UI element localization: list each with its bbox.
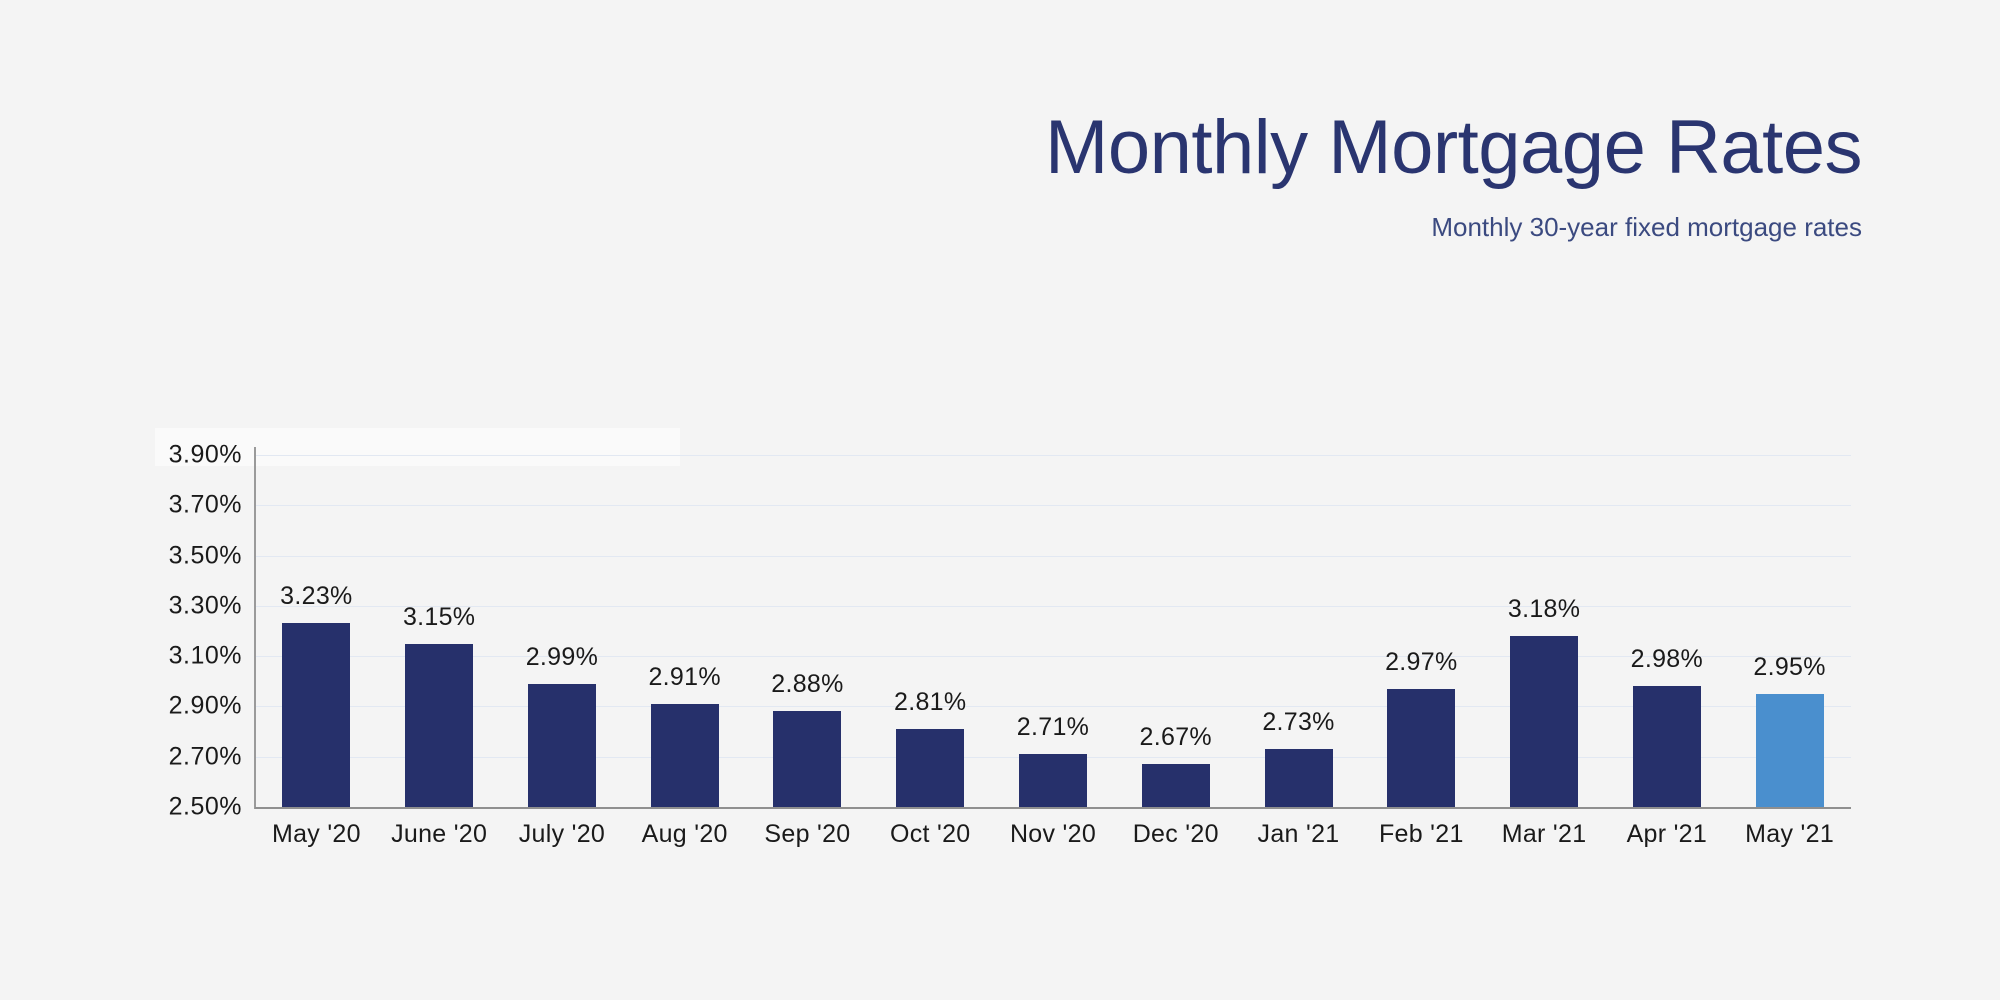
x-axis-tick-label: Mar '21 bbox=[1501, 820, 1587, 848]
bar[interactable] bbox=[405, 643, 474, 807]
y-axis-tick-label: 3.50% bbox=[168, 541, 242, 570]
bar[interactable] bbox=[527, 683, 596, 807]
bar-slot: 3.18% bbox=[1483, 455, 1606, 807]
bar-value-label: 2.99% bbox=[525, 642, 599, 671]
bar-slot: 3.23% bbox=[255, 455, 378, 807]
y-axis-tick-label: 3.70% bbox=[168, 490, 242, 519]
y-axis-tick-label: 3.90% bbox=[168, 440, 242, 469]
bar-value-label: 2.91% bbox=[648, 662, 721, 691]
bar-slot: 2.91% bbox=[623, 455, 746, 807]
bar[interactable] bbox=[1632, 686, 1701, 807]
bar-slot: 2.88% bbox=[746, 455, 869, 807]
x-axis-tick-label: Aug '20 bbox=[641, 820, 728, 848]
x-axis-tick-label: Sep '20 bbox=[764, 820, 851, 848]
page-title: Monthly Mortgage Rates bbox=[1045, 105, 1862, 190]
bar[interactable] bbox=[1264, 749, 1333, 807]
bar-value-label: 2.73% bbox=[1262, 708, 1335, 737]
bar-value-label: 2.71% bbox=[1016, 713, 1090, 742]
x-axis-tick-label: May '20 bbox=[271, 820, 361, 848]
y-axis-tick-label: 2.50% bbox=[168, 792, 242, 821]
bar-value-label: 2.98% bbox=[1630, 645, 1704, 674]
bar[interactable] bbox=[896, 729, 965, 807]
x-axis-tick-label: Jan '21 bbox=[1257, 820, 1340, 848]
gridline bbox=[255, 455, 1851, 456]
bar-value-label: 3.18% bbox=[1507, 595, 1581, 624]
bar-value-label: 3.23% bbox=[280, 582, 353, 611]
bar-value-label: 3.15% bbox=[402, 602, 476, 631]
bar-slot: 2.97% bbox=[1360, 455, 1483, 807]
gridline bbox=[255, 605, 1851, 607]
x-axis-line bbox=[255, 807, 1851, 809]
bar-slot: 2.98% bbox=[1605, 455, 1728, 807]
bar-value-label: 2.95% bbox=[1753, 652, 1826, 681]
x-axis-tick-label: Nov '20 bbox=[1009, 820, 1097, 848]
x-axis-tick-label: Oct '20 bbox=[889, 820, 971, 848]
y-axis-tick-label: 2.70% bbox=[168, 742, 242, 771]
x-axis-tick-labels: May '20 June '20 July '20 Aug '20 Sep '20 Oct… bbox=[255, 822, 1851, 862]
y-axis-tick-label: 3.10% bbox=[168, 641, 242, 670]
y-axis-tick-label: 3.30% bbox=[168, 591, 242, 620]
bar-highlighted[interactable] bbox=[1755, 693, 1824, 807]
bar-slot: 2.71% bbox=[992, 455, 1115, 807]
bar[interactable] bbox=[1510, 636, 1579, 807]
bar[interactable] bbox=[1018, 754, 1087, 807]
bar-value-label: 2.97% bbox=[1385, 647, 1458, 676]
y-axis-line bbox=[254, 447, 256, 809]
gridline bbox=[255, 656, 1851, 658]
gridline bbox=[255, 555, 1851, 557]
bar-value-label: 2.67% bbox=[1139, 723, 1212, 752]
bar[interactable] bbox=[282, 623, 351, 807]
x-axis-tick-label: May '21 bbox=[1745, 820, 1835, 848]
gridline bbox=[255, 706, 1851, 708]
x-axis-tick-label: Apr '21 bbox=[1626, 820, 1708, 848]
x-axis-tick-label: July '20 bbox=[518, 820, 606, 848]
bar[interactable] bbox=[1387, 688, 1456, 807]
x-axis-tick-label: Dec '20 bbox=[1132, 820, 1219, 848]
x-axis-tick-label: June '20 bbox=[391, 820, 488, 848]
bar-slot: 2.67% bbox=[1114, 455, 1237, 807]
bar-slot: 2.73% bbox=[1237, 455, 1360, 807]
bars-group: 3.23% 3.15% 2.99% 2.91% 2.88% 2.81% 2.71% 2.67%… bbox=[255, 455, 1851, 807]
bar-slot: 2.99% bbox=[501, 455, 624, 807]
header: Monthly Mortgage Rates Monthly 30-year f… bbox=[0, 0, 1862, 242]
bar-value-label: 2.88% bbox=[771, 670, 844, 699]
bar-value-label: 2.81% bbox=[894, 688, 967, 717]
bar-slot: 2.95% bbox=[1728, 455, 1851, 807]
page-subtitle: Monthly 30-year fixed mortgage rates bbox=[1431, 212, 1862, 242]
y-axis-tick-label: 2.90% bbox=[168, 691, 242, 720]
x-axis-tick-label: Feb '21 bbox=[1378, 820, 1464, 848]
chart-backdrop-panel bbox=[155, 428, 680, 466]
bar[interactable] bbox=[650, 703, 719, 807]
bar-slot: 3.15% bbox=[378, 455, 501, 807]
gridline bbox=[255, 505, 1851, 507]
bar-slot: 2.81% bbox=[869, 455, 992, 807]
bar[interactable] bbox=[773, 711, 842, 807]
bar[interactable] bbox=[1141, 764, 1210, 807]
